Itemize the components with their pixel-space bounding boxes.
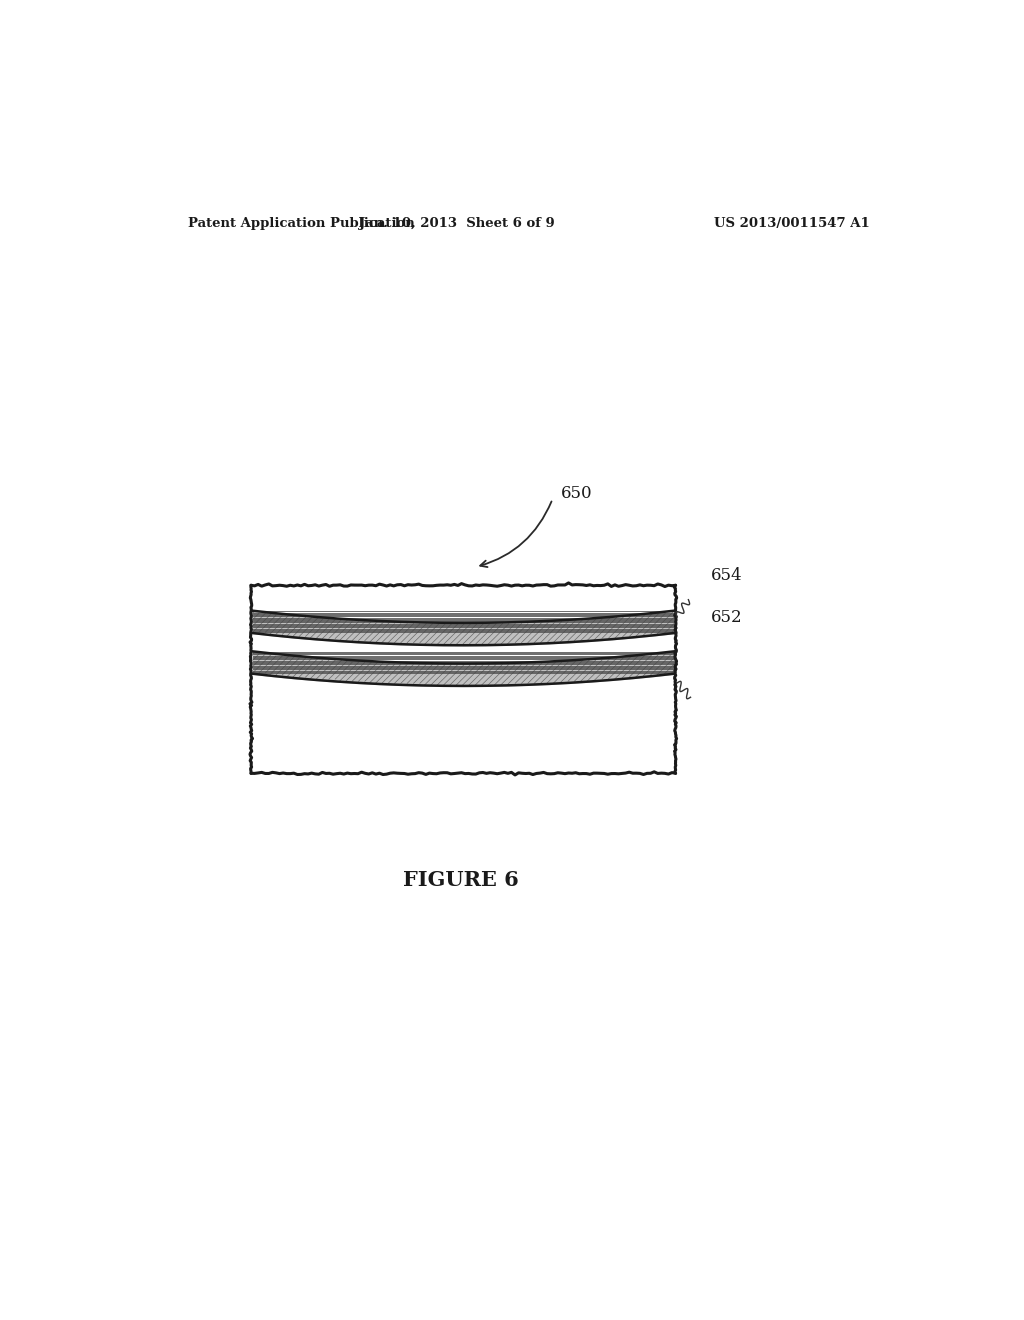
Bar [251, 585, 676, 774]
Text: 654: 654 [712, 566, 743, 583]
Text: 652: 652 [712, 610, 743, 626]
Text: FIGURE 6: FIGURE 6 [403, 870, 519, 890]
Text: Jan. 10, 2013  Sheet 6 of 9: Jan. 10, 2013 Sheet 6 of 9 [359, 218, 555, 231]
Text: Patent Application Publication: Patent Application Publication [187, 218, 415, 231]
Text: 650: 650 [560, 486, 592, 503]
Text: US 2013/0011547 A1: US 2013/0011547 A1 [715, 218, 870, 231]
